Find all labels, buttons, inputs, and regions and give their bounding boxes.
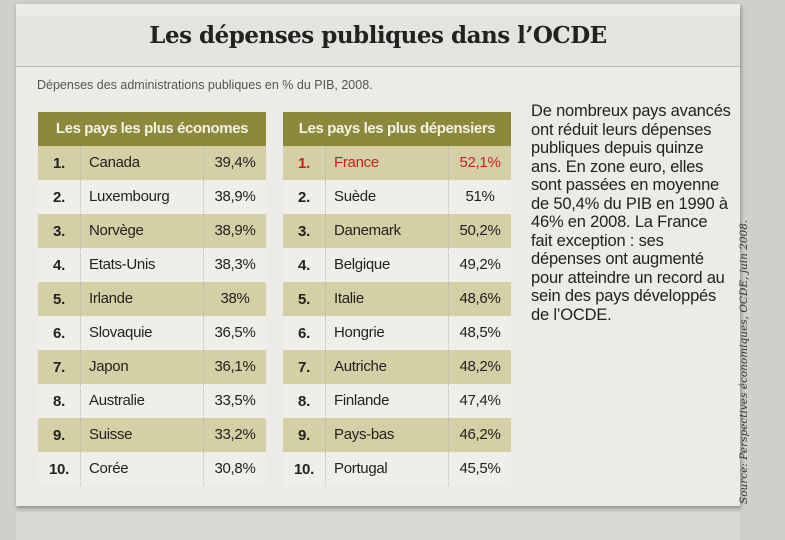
next-page-edge [16,512,740,540]
value-cell: 48,5% [448,316,511,350]
table-row: 10. Portugal 45,5% [283,452,511,486]
value-cell: 38% [203,282,266,316]
rank-cell: 8. [53,392,65,410]
country-cell: Danemark [325,214,448,248]
subtitle: Dépenses des administrations publiques e… [37,78,373,92]
rank-cell: 3. [53,222,65,240]
rank-cell: 4. [53,256,65,274]
value-cell: 47,4% [448,384,511,418]
value-cell: 49,2% [448,248,511,282]
country-cell: Australie [80,384,203,418]
table-row: 8. Finlande 47,4% [283,384,511,418]
table-depensiers: Les pays les plus dépensiers 1. France 52,… [283,112,511,486]
page-title: Les dépenses publiques dans l’OCDE [149,22,607,49]
value-cell: 36,1% [203,350,266,384]
country-cell: Hongrie [325,316,448,350]
table-row: 10. Corée 30,8% [38,452,266,486]
table-row: 4. Etats-Unis 38,3% [38,248,266,282]
rank-cell: 5. [53,290,65,308]
rank-cell: 3. [298,222,310,240]
value-cell: 45,5% [448,452,511,486]
value-cell: 48,6% [448,282,511,316]
rank-cell: 2. [298,188,310,206]
rank-cell: 2. [53,188,65,206]
value-cell: 38,3% [203,248,266,282]
country-cell: Finlande [325,384,448,418]
value-cell: 39,4% [203,146,266,180]
table-row: 9. Pays-bas 46,2% [283,418,511,452]
value-cell: 38,9% [203,214,266,248]
value-cell: 36,5% [203,316,266,350]
rank-cell: 8. [298,392,310,410]
country-cell: Suisse [80,418,203,452]
rank-cell: 1. [298,154,310,172]
country-cell: Irlande [80,282,203,316]
country-cell: Corée [80,452,203,486]
country-cell: France [325,146,448,180]
country-cell: Slovaquie [80,316,203,350]
country-cell: Etats-Unis [80,248,203,282]
table-row: 4. Belgique 49,2% [283,248,511,282]
country-cell: Canada [80,146,203,180]
country-cell: Japon [80,350,203,384]
value-cell: 51% [448,180,511,214]
table-row: 7. Autriche 48,2% [283,350,511,384]
rank-cell: 7. [298,358,310,376]
table-row: 2. Suède 51% [283,180,511,214]
table-row: 2. Luxembourg 38,9% [38,180,266,214]
table-header: Les pays les plus économes [38,112,266,146]
country-cell: Suède [325,180,448,214]
country-cell: Belgique [325,248,448,282]
article-card: Les dépenses publiques dans l’OCDE Dépen… [16,4,750,506]
country-cell: Pays-bas [325,418,448,452]
country-cell: Portugal [325,452,448,486]
country-cell: Luxembourg [80,180,203,214]
rank-cell: 6. [298,324,310,342]
table-row: 8. Australie 33,5% [38,384,266,418]
rank-cell: 10. [294,460,314,478]
table-row: 7. Japon 36,1% [38,350,266,384]
table-row: 3. Danemark 50,2% [283,214,511,248]
table-row: 6. Hongrie 48,5% [283,316,511,350]
country-cell: Autriche [325,350,448,384]
table-row: 9. Suisse 33,2% [38,418,266,452]
rank-cell: 9. [298,426,310,444]
value-cell: 48,2% [448,350,511,384]
table-row: 1. France 52,1% [283,146,511,180]
value-cell: 52,1% [448,146,511,180]
value-cell: 46,2% [448,418,511,452]
source-note: Source: Perspectives économiques, OCDE, … [738,219,750,504]
value-cell: 50,2% [448,214,511,248]
value-cell: 30,8% [203,452,266,486]
table-row: 5. Irlande 38% [38,282,266,316]
country-cell: Norvège [80,214,203,248]
table-row: 5. Italie 48,6% [283,282,511,316]
rank-cell: 7. [53,358,65,376]
table-economes: Les pays les plus économes 1. Canada 39,4%… [38,112,266,486]
rank-cell: 6. [53,324,65,342]
value-cell: 38,9% [203,180,266,214]
country-cell: Italie [325,282,448,316]
rank-cell: 10. [49,460,69,478]
table-row: 6. Slovaquie 36,5% [38,316,266,350]
rank-cell: 1. [53,154,65,172]
title-bar [16,16,740,67]
rank-cell: 5. [298,290,310,308]
table-header: Les pays les plus dépensiers [283,112,511,146]
value-cell: 33,5% [203,384,266,418]
table-row: 1. Canada 39,4% [38,146,266,180]
rank-cell: 9. [53,426,65,444]
rank-cell: 4. [298,256,310,274]
table-row: 3. Norvège 38,9% [38,214,266,248]
value-cell: 33,2% [203,418,266,452]
body-text: De nombreux pays avancés ont réduit leur… [531,102,731,324]
